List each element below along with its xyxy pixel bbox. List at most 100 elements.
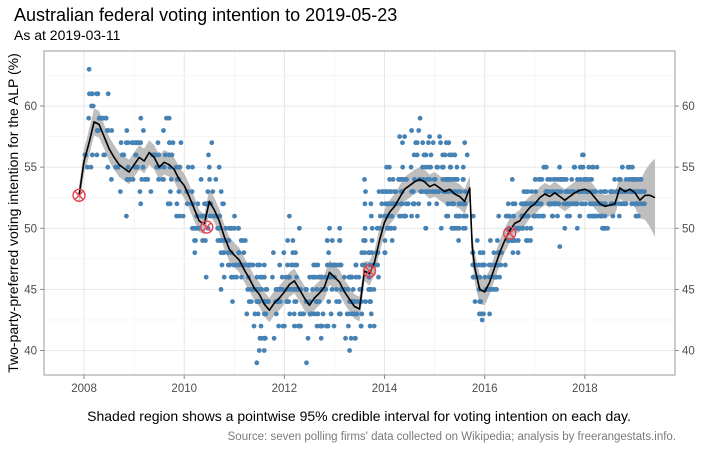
poll-point bbox=[366, 250, 372, 256]
poll-point bbox=[285, 262, 290, 268]
poll-point bbox=[153, 152, 159, 158]
poll-point bbox=[105, 128, 111, 133]
poll-point bbox=[384, 164, 389, 170]
poll-point bbox=[118, 189, 123, 195]
poll-point bbox=[556, 201, 562, 207]
poll-point bbox=[404, 177, 409, 182]
trend-line bbox=[78, 121, 656, 311]
poll-point bbox=[124, 213, 129, 219]
poll-point bbox=[96, 128, 101, 133]
poll-point bbox=[438, 140, 443, 146]
poll-point bbox=[177, 213, 183, 219]
poll-point bbox=[173, 164, 179, 170]
poll-point bbox=[524, 225, 530, 231]
poll-point bbox=[477, 274, 483, 280]
poll-point bbox=[450, 201, 456, 207]
poll-point bbox=[480, 262, 486, 268]
poll-point bbox=[577, 213, 583, 219]
election-markers bbox=[72, 188, 517, 278]
poll-point bbox=[215, 238, 221, 243]
poll-point bbox=[352, 335, 358, 341]
poll-point bbox=[437, 134, 442, 140]
poll-point bbox=[460, 164, 466, 170]
poll-point bbox=[462, 201, 468, 207]
poll-point bbox=[360, 262, 365, 268]
poll-point bbox=[113, 164, 118, 170]
poll-point bbox=[386, 225, 391, 231]
poll-point bbox=[528, 225, 534, 231]
poll-point bbox=[263, 311, 269, 317]
poll-point bbox=[488, 238, 493, 243]
poll-point bbox=[205, 189, 211, 195]
poll-point bbox=[567, 189, 573, 195]
poll-point bbox=[297, 323, 303, 329]
poll-point bbox=[449, 177, 455, 182]
poll-point bbox=[213, 177, 219, 182]
poll-point bbox=[434, 201, 440, 207]
poll-point bbox=[167, 140, 172, 146]
poll-point bbox=[287, 213, 292, 219]
poll-point bbox=[375, 262, 380, 268]
poll-point bbox=[304, 360, 309, 366]
poll-point bbox=[477, 250, 483, 256]
poll-point bbox=[416, 201, 422, 207]
poll-point bbox=[326, 299, 332, 304]
poll-point bbox=[557, 164, 562, 170]
poll-point bbox=[376, 189, 382, 195]
poll-point bbox=[398, 213, 404, 219]
poll-point bbox=[317, 323, 323, 329]
poll-point bbox=[198, 177, 204, 182]
poll-point bbox=[477, 299, 483, 304]
x-axis-ticks: 2008 2010 2012 2014 2016 2018 bbox=[71, 375, 598, 395]
poll-point bbox=[167, 152, 172, 158]
poll-point bbox=[305, 335, 311, 341]
poll-point bbox=[470, 213, 476, 219]
poll-point bbox=[184, 201, 190, 207]
poll-point bbox=[359, 311, 365, 317]
x-tick-label: 2018 bbox=[572, 383, 598, 395]
poll-point bbox=[185, 164, 191, 170]
poll-point bbox=[512, 238, 518, 243]
poll-point bbox=[245, 287, 251, 292]
poll-point bbox=[589, 201, 595, 207]
poll-point bbox=[211, 213, 217, 219]
poll-point bbox=[261, 348, 267, 353]
poll-point bbox=[452, 225, 458, 231]
poll-point bbox=[471, 274, 476, 280]
poll-point bbox=[241, 250, 247, 256]
poll-point bbox=[334, 299, 339, 304]
poll-point bbox=[472, 299, 478, 304]
poll-point bbox=[512, 201, 518, 207]
poll-point bbox=[209, 140, 215, 146]
poll-point bbox=[441, 164, 446, 170]
poll-point bbox=[219, 262, 225, 268]
poll-point bbox=[226, 238, 231, 243]
poll-point bbox=[348, 335, 354, 341]
poll-point bbox=[243, 262, 249, 268]
poll-point bbox=[368, 311, 374, 317]
poll-point bbox=[206, 152, 211, 158]
poll-point bbox=[85, 164, 90, 170]
poll-point bbox=[561, 177, 567, 182]
poll-point bbox=[486, 262, 492, 268]
poll-point bbox=[423, 189, 428, 195]
poll-point bbox=[458, 201, 463, 207]
poll-point bbox=[207, 177, 213, 182]
poll-point bbox=[572, 164, 578, 170]
poll-point bbox=[242, 238, 248, 243]
poll-point bbox=[593, 213, 599, 219]
poll-point bbox=[94, 91, 99, 97]
poll-point bbox=[362, 177, 367, 182]
poll-point bbox=[350, 287, 356, 292]
poll-point bbox=[612, 177, 617, 182]
poll-point bbox=[382, 250, 388, 256]
chart-title: Australian federal voting intention to 2… bbox=[14, 5, 397, 25]
poll-point bbox=[273, 311, 279, 317]
poll-point bbox=[251, 323, 257, 329]
poll-point bbox=[310, 287, 315, 292]
poll-point bbox=[89, 152, 95, 158]
poll-point bbox=[415, 213, 420, 219]
poll-point bbox=[274, 299, 280, 304]
poll-point bbox=[235, 225, 241, 231]
poll-point bbox=[231, 262, 237, 268]
